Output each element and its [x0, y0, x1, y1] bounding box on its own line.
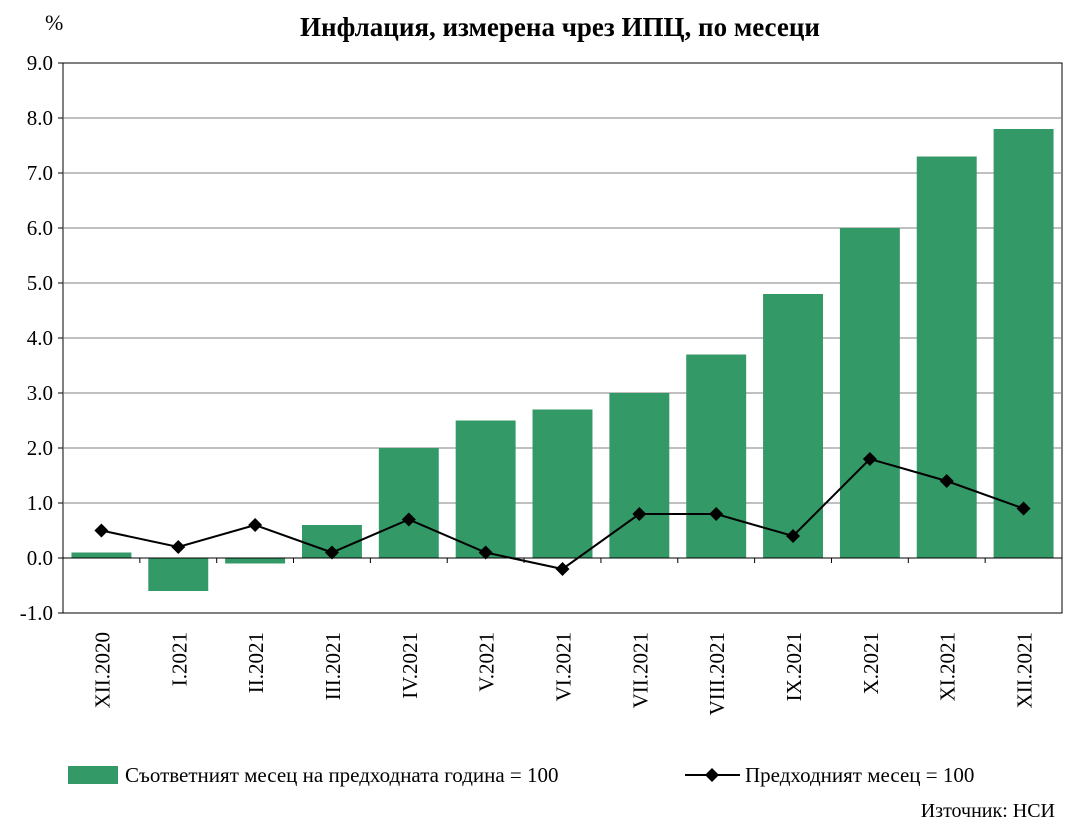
bar: [455, 420, 516, 558]
x-tick-label: XI.2021: [936, 632, 960, 701]
data-point-marker: [632, 507, 647, 521]
bar: [686, 354, 747, 558]
data-point-marker: [786, 529, 801, 543]
data-point-marker: [555, 562, 570, 576]
chart-title: Инфлация, измерена чрез ИПЦ, по месеци: [300, 12, 820, 42]
x-tick-label: VII.2021: [628, 632, 652, 708]
data-point-marker: [939, 474, 954, 488]
y-tick-label: 9.0: [27, 51, 53, 75]
x-tick-label: II.2021: [244, 632, 268, 693]
data-point-marker: [1016, 501, 1031, 516]
x-tick-label: IX.2021: [782, 632, 806, 701]
bar: [532, 409, 593, 558]
bar: [71, 552, 132, 558]
x-tick-label: IV.2021: [398, 632, 422, 699]
bar: [148, 558, 209, 591]
bar: [225, 558, 286, 564]
y-tick-label: 5.0: [27, 271, 53, 295]
bar: [839, 228, 900, 558]
bar: [916, 156, 977, 558]
data-point-marker: [94, 523, 109, 538]
legend-label-line: Предходният месец = 100: [745, 763, 974, 787]
y-tick-label: 4.0: [27, 326, 53, 350]
legend-label-bars: Съответният месец на предходната година …: [125, 763, 559, 787]
bar: [609, 393, 670, 558]
x-tick-label: III.2021: [321, 632, 345, 700]
y-tick-label: 3.0: [27, 381, 53, 405]
data-point-marker: [478, 545, 493, 560]
bar: [763, 294, 824, 558]
bar: [993, 129, 1054, 558]
bar: [378, 448, 439, 558]
y-tick-label: 2.0: [27, 436, 53, 460]
x-tick-label: V.2021: [475, 632, 499, 692]
y-tick-label: 8.0: [27, 106, 53, 130]
data-point-marker: [171, 540, 186, 554]
source-note: Източник: НСИ: [920, 800, 1055, 822]
x-tick-label: I.2021: [167, 632, 191, 686]
data-point-marker: [324, 545, 339, 560]
x-tick-label: XII.2021: [1013, 632, 1037, 708]
data-point-marker: [709, 507, 724, 521]
y-tick-label: 1.0: [27, 491, 53, 515]
legend-swatch-marker: [705, 768, 719, 782]
data-point-marker: [401, 512, 416, 527]
x-tick-label: X.2021: [859, 632, 883, 694]
data-point-marker: [862, 452, 877, 466]
legend-swatch-bars: [68, 766, 118, 784]
y-axis-unit: %: [45, 10, 64, 35]
y-tick-label: 7.0: [27, 161, 53, 185]
y-tick-label: 0.0: [27, 546, 53, 570]
x-tick-label: VIII.2021: [705, 632, 729, 715]
y-tick-label: 6.0: [27, 216, 53, 240]
x-tick-label: XII.2020: [90, 632, 114, 708]
data-point-marker: [248, 518, 263, 532]
y-tick-label: -1.0: [20, 601, 53, 625]
x-tick-label: VI.2021: [552, 632, 576, 701]
